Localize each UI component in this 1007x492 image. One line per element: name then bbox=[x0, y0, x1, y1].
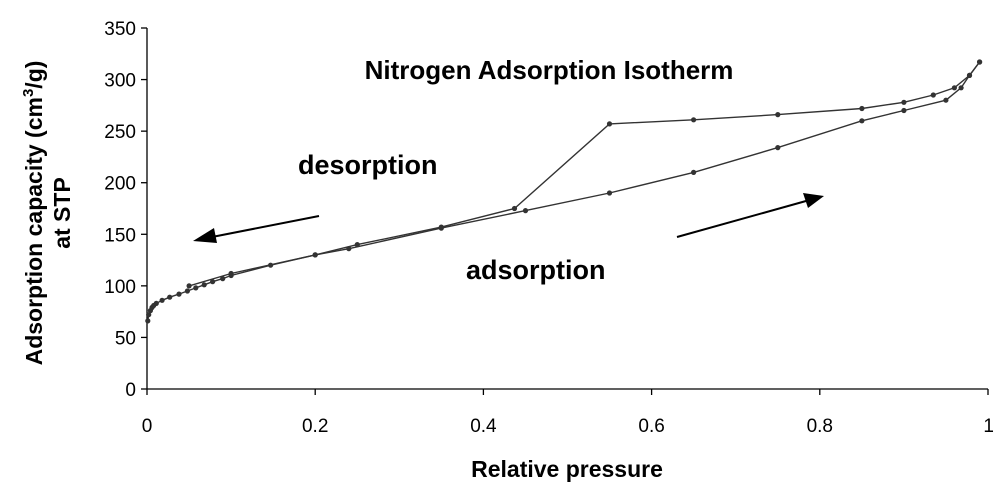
y-tick-label: 350 bbox=[104, 19, 136, 40]
series-layer bbox=[145, 59, 983, 324]
adsorption-data-point bbox=[176, 291, 182, 297]
desorption-label: desorption bbox=[298, 150, 438, 180]
adsorption-data-point bbox=[522, 208, 529, 214]
desorption-data-point bbox=[354, 242, 360, 248]
y-tick-group: 0 50 100 150 200 250 300 350 bbox=[104, 19, 147, 401]
adsorption-data-point bbox=[691, 169, 697, 175]
adsorption-data-point bbox=[901, 107, 907, 114]
adsorption-data-point bbox=[958, 85, 964, 91]
y-tick-label: 300 bbox=[104, 71, 136, 92]
y-axis-title: Adsorption capacity (cm3/g)at STP bbox=[20, 61, 75, 366]
desorption-data-point bbox=[511, 205, 518, 212]
chart-title: Nitrogen Adsorption Isotherm bbox=[365, 55, 734, 85]
x-axis-title: Relative pressure bbox=[471, 456, 663, 482]
desorption-data-point bbox=[901, 99, 907, 105]
adsorption-data-point bbox=[220, 276, 226, 282]
x-tick-label: 0 bbox=[142, 416, 153, 437]
y-tick-label: 100 bbox=[104, 277, 136, 298]
desorption-data-point bbox=[438, 224, 444, 230]
x-tick-label: 1 bbox=[983, 416, 994, 437]
x-tick-label: 0.2 bbox=[302, 416, 328, 437]
adsorption-data-point bbox=[943, 97, 949, 103]
desorption-data-point bbox=[775, 112, 781, 118]
adsorption-data-point bbox=[606, 190, 613, 196]
desorption-arrow bbox=[193, 215, 320, 243]
desorption-data-point bbox=[951, 85, 958, 91]
x-tick-label: 0.6 bbox=[638, 416, 664, 437]
adsorption-data-point bbox=[184, 288, 190, 294]
desorption-data-point bbox=[312, 252, 318, 258]
adsorption-data-point bbox=[775, 145, 781, 151]
y-tick-label: 200 bbox=[104, 174, 136, 195]
x-tick-label: 0.4 bbox=[470, 416, 497, 437]
x-tick-group: 0 0.2 0.4 0.6 0.8 1 bbox=[142, 389, 994, 437]
adsorption-data-point bbox=[146, 312, 152, 318]
desorption-data-point bbox=[691, 117, 697, 123]
adsorption-data-point bbox=[859, 118, 865, 124]
y-tick-label: 250 bbox=[104, 122, 136, 143]
adsorption-data-point bbox=[145, 318, 151, 324]
y-tick-label: 0 bbox=[125, 380, 136, 401]
x-tick-label: 0.8 bbox=[807, 416, 833, 437]
desorption-data-point bbox=[186, 283, 192, 289]
y-axis-title-line1: Adsorption capacity (cm3/g) bbox=[20, 61, 47, 366]
desorption-data-point bbox=[930, 92, 936, 98]
desorption-data-point bbox=[977, 59, 983, 65]
desorption-data-point bbox=[228, 270, 234, 277]
adsorption-data-point bbox=[159, 297, 165, 303]
plot-area bbox=[146, 28, 988, 390]
adsorption-data-point bbox=[201, 282, 207, 288]
desorption-data-point bbox=[859, 105, 865, 112]
desorption-data-point bbox=[966, 72, 973, 78]
y-axis-title-line2: at STP bbox=[49, 177, 75, 249]
y-axis-title-superscript: 3 bbox=[20, 89, 37, 97]
adsorption-arrow bbox=[676, 193, 824, 238]
desorption-data-point bbox=[606, 121, 613, 127]
adsorption-data-point bbox=[210, 279, 216, 285]
adsorption-data-point bbox=[193, 285, 199, 291]
y-tick-label: 50 bbox=[115, 328, 136, 349]
adsorption-data-point bbox=[153, 300, 159, 306]
adsorption-data-point bbox=[167, 294, 173, 300]
adsorption-label: adsorption bbox=[466, 255, 606, 285]
y-tick-label: 150 bbox=[104, 225, 136, 246]
